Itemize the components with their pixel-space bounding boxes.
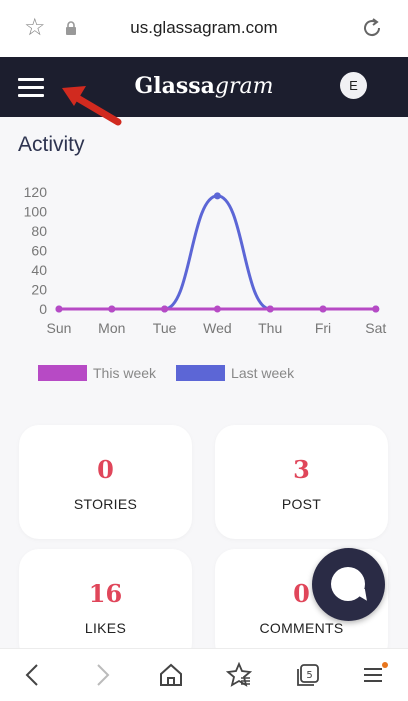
- back-icon[interactable]: [20, 662, 46, 688]
- chat-button[interactable]: [312, 548, 385, 621]
- stat-label-stories: STORIES: [73, 496, 138, 512]
- stat-card-post[interactable]: 3 POST: [215, 425, 388, 539]
- stat-label-comments: COMMENTS: [259, 620, 344, 636]
- legend-label-this-week: This week: [93, 365, 157, 381]
- x-tick-label: Mon: [98, 320, 125, 336]
- x-tick-label: Fri: [315, 320, 331, 336]
- series-point-this-week[interactable]: [213, 305, 221, 313]
- series-point-last-week[interactable]: [213, 192, 221, 200]
- y-tick-label: 120: [24, 184, 48, 200]
- x-tick-label: Wed: [203, 320, 232, 336]
- brand-italic-text: gram: [214, 74, 274, 99]
- stat-value-stories: 0: [97, 455, 114, 484]
- activity-line-chart: 0 20 40 60 80 100 120 Sun Mon Tue Wed Thu Fri Sat: [24, 184, 387, 336]
- y-tick-label: 60: [31, 243, 47, 259]
- y-tick-label: 20: [31, 282, 47, 298]
- y-tick-label: 80: [31, 223, 47, 239]
- legend-item-last-week[interactable]: Last week: [176, 365, 294, 381]
- y-tick-label: 40: [31, 262, 47, 278]
- chart-legend: This week Last week: [38, 362, 314, 384]
- stat-value-likes: 16: [88, 579, 123, 608]
- avatar[interactable]: E: [340, 72, 367, 99]
- bookmarks-star-icon[interactable]: [226, 662, 252, 688]
- forward-icon[interactable]: [89, 662, 115, 688]
- tabs-count: 5: [306, 670, 312, 681]
- y-tick-label: 0: [39, 301, 47, 317]
- legend-swatch-last-week: [176, 365, 226, 381]
- stat-card-likes[interactable]: 16 LIKES: [19, 549, 192, 663]
- menu-icon[interactable]: [362, 662, 388, 688]
- series-point-this-week[interactable]: [319, 305, 327, 313]
- red-arrow-annotation-icon: [62, 86, 122, 126]
- stat-label-likes: LIKES: [84, 620, 127, 636]
- x-tick-label: Thu: [258, 320, 282, 336]
- brand-logo: Glassagram: [0, 73, 408, 99]
- x-tick-label: Sat: [365, 320, 386, 336]
- bookmark-star-icon[interactable]: ☆: [24, 14, 46, 41]
- chat-bubble-tail-icon: [351, 588, 367, 604]
- series-point-this-week[interactable]: [108, 305, 116, 313]
- chat-bubble-icon: [331, 567, 365, 601]
- hamburger-menu-icon[interactable]: [18, 78, 44, 98]
- series-point-this-week[interactable]: [372, 305, 380, 313]
- stat-value-comments: 0: [293, 579, 310, 608]
- home-icon[interactable]: [158, 662, 184, 688]
- series-point-this-week[interactable]: [266, 305, 274, 313]
- brand-bold-text: Glassa: [134, 73, 215, 99]
- x-tick-label: Sun: [47, 320, 72, 336]
- series-point-this-week[interactable]: [161, 305, 169, 313]
- activity-title: Activity: [18, 133, 85, 156]
- legend-label-last-week: Last week: [231, 365, 295, 381]
- y-tick-label: 100: [24, 204, 48, 220]
- series-point-this-week[interactable]: [55, 305, 63, 313]
- legend-swatch-this-week: [38, 365, 87, 381]
- browser-address-bar: ☆ us.glassagram.com: [0, 0, 408, 57]
- x-tick-label: Tue: [153, 320, 177, 336]
- tabs-icon[interactable]: 5: [295, 662, 321, 688]
- stat-label-post: POST: [281, 496, 322, 512]
- lock-icon: [66, 21, 76, 35]
- stat-value-post: 3: [293, 455, 310, 484]
- stat-card-stories[interactable]: 0 STORIES: [19, 425, 192, 539]
- series-line-last-week: [59, 194, 376, 311]
- reload-icon[interactable]: [360, 16, 384, 40]
- url-text[interactable]: us.glassagram.com: [130, 18, 278, 37]
- legend-item-this-week[interactable]: This week: [38, 365, 156, 381]
- notification-dot-icon: [382, 662, 388, 668]
- browser-bottom-toolbar: 5: [0, 648, 408, 701]
